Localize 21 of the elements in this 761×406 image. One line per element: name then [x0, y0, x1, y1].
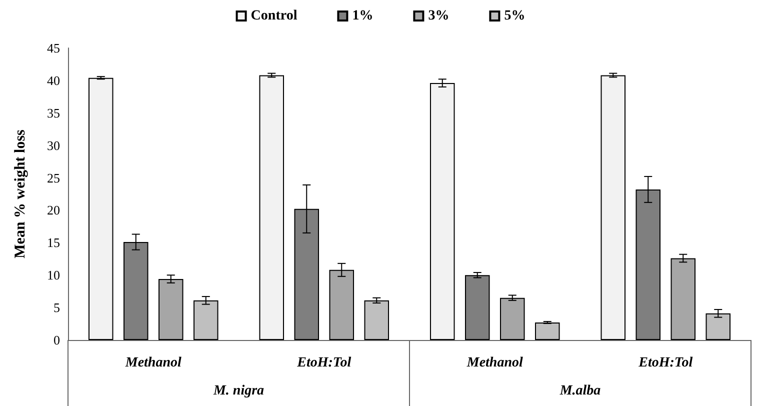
- x-tick-label: EtoH:Tol: [296, 356, 352, 370]
- y-tick-label: 25: [47, 170, 60, 186]
- y-axis-title: Mean % weight loss: [12, 129, 28, 258]
- y-tick-label: 20: [47, 202, 60, 218]
- y-tick-label: 45: [47, 40, 60, 56]
- x-tick-label: Methanol: [124, 356, 182, 370]
- legend-label: Control: [250, 8, 298, 24]
- y-tick-label: 10: [47, 268, 60, 283]
- y-tick-label: 15: [47, 235, 60, 250]
- legend-label: 5%: [504, 8, 526, 24]
- legend-label: 3%: [428, 8, 450, 24]
- y-tick-label: 5: [54, 300, 60, 316]
- y-tick-label: 35: [47, 105, 60, 120]
- y-tick-label: 40: [47, 72, 60, 88]
- x-tick-label: EtoH:Tol: [638, 356, 693, 370]
- y-tick-label: 0: [54, 332, 60, 348]
- x-tick-label: Methanol: [466, 356, 523, 370]
- legend-label: 1%: [352, 8, 374, 24]
- text: M. nigra: [212, 384, 264, 398]
- text: M.alba: [558, 384, 601, 398]
- y-tick-label: 30: [47, 138, 60, 153]
